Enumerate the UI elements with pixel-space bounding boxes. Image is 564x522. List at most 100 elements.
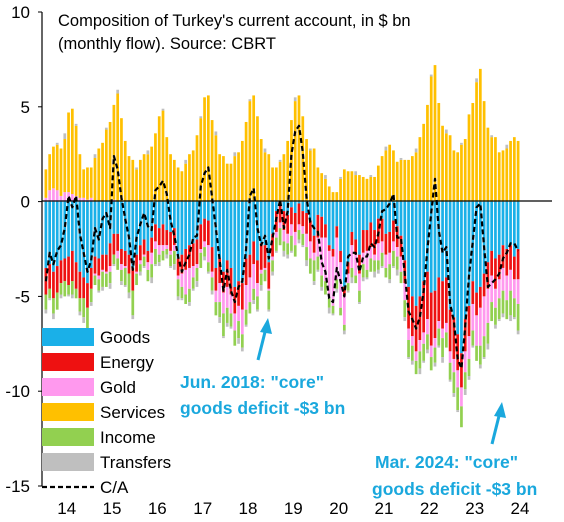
bar-segment-income <box>395 256 399 270</box>
bar-segment-income <box>74 288 78 299</box>
bar-segment-energy <box>123 250 127 267</box>
bar-segment-energy <box>392 220 395 242</box>
bar-segment-goods <box>460 201 463 354</box>
bar-segment-income <box>259 273 263 286</box>
legend-swatch-gold <box>42 378 94 396</box>
bar-segment-goods <box>373 201 376 231</box>
bar-segment-income <box>180 286 184 299</box>
bar-segment-transfers <box>48 298 52 301</box>
bar-segment-transfers <box>460 142 463 145</box>
bar-segment-gold <box>384 254 388 268</box>
bar-segment-transfers <box>448 379 452 382</box>
bar-segment-transfers <box>437 345 441 348</box>
bar-segment-income <box>233 330 237 346</box>
bar-segment-services <box>165 137 169 202</box>
legend-label: Income <box>100 428 156 447</box>
bar-segment-gold <box>463 351 467 373</box>
bar-segment-income <box>509 290 512 316</box>
bar-segment-energy <box>229 267 233 295</box>
bar-segment-transfers <box>154 264 157 267</box>
bar-segment-transfers <box>414 148 418 153</box>
bar-segment-gold <box>339 262 342 308</box>
bar-segment-gold <box>327 250 331 299</box>
bar-segment-gold <box>225 286 229 308</box>
bar-segment-income <box>225 307 229 323</box>
bar-segment-gold <box>331 256 335 306</box>
bar-segment-goods <box>305 201 308 213</box>
bar-segment-services <box>392 150 395 202</box>
bar-segment-income <box>252 288 256 301</box>
bar-segment-goods <box>157 201 161 229</box>
bar-segment-goods <box>376 201 380 219</box>
bar-segment-energy <box>52 271 55 299</box>
bar-segment-income <box>248 302 252 314</box>
bar-segment-energy <box>165 230 169 246</box>
bar-segment-goods <box>308 201 312 221</box>
bar-segment-gold <box>278 222 282 229</box>
bar-segment-gold <box>429 345 433 358</box>
bar-segment-transfers <box>395 269 399 276</box>
bar-segment-gold <box>120 264 123 270</box>
bar-segment-transfers <box>290 250 293 253</box>
bar-segment-goods <box>267 201 271 263</box>
bar-segment-energy <box>346 262 350 274</box>
bar-segment-income <box>131 290 135 316</box>
bar-segment-goods <box>218 201 222 259</box>
bar-segment-gold <box>312 252 316 261</box>
bar-segment-gold <box>199 249 203 253</box>
bar-segment-income <box>120 269 123 282</box>
bar-segment-gold <box>354 254 358 276</box>
x-tick-label: 21 <box>375 499 394 518</box>
bar-segment-gold <box>426 319 429 335</box>
bar-segment-energy <box>384 233 388 255</box>
y-tick-label: -5 <box>15 287 30 306</box>
bar-segment-gold <box>256 283 259 297</box>
bar-segment-services <box>456 152 460 202</box>
bar-segment-transfers <box>89 302 93 306</box>
bar-segment-gold <box>358 273 361 291</box>
bar-segment-services <box>55 144 59 191</box>
bar-segment-transfers <box>324 175 327 179</box>
bar-segment-gold <box>70 194 74 202</box>
bar-segment-services <box>399 159 403 202</box>
bar-segment-energy <box>150 237 154 253</box>
bar-segment-energy <box>256 260 259 284</box>
bar-segment-services <box>44 169 48 198</box>
bar-segment-gold <box>301 226 305 234</box>
bar-segment-transfers <box>229 326 233 329</box>
bar-segment-goods <box>403 201 407 261</box>
bar-segment-goods <box>135 201 138 255</box>
bar-segment-gold <box>101 269 104 272</box>
y-tick-label: 10 <box>11 3 30 22</box>
annotation-2018-line-2: goods deficit -$3 bn <box>180 398 345 418</box>
bar-segment-income <box>316 256 320 270</box>
bar-segment-services <box>172 159 176 202</box>
bar-segment-income <box>267 290 271 310</box>
bar-segment-gold <box>422 332 426 344</box>
bar-segment-services <box>199 118 203 202</box>
bar-segment-gold <box>172 245 176 251</box>
bar-segment-energy <box>429 292 433 346</box>
bar-segment-income <box>350 267 354 278</box>
bar-segment-transfers <box>365 277 369 280</box>
bar-segment-energy <box>505 249 509 276</box>
bar-segment-income <box>388 264 392 280</box>
bar-segment-services <box>388 144 392 202</box>
bar-segment-income <box>460 406 463 428</box>
bar-segment-services <box>433 65 437 202</box>
bar-segment-services <box>248 101 252 202</box>
bar-segment-services <box>373 176 376 202</box>
bar-segment-energy <box>320 216 324 238</box>
bar-segment-transfers <box>346 290 350 293</box>
bar-segment-services <box>59 148 63 196</box>
bar-segment-gold <box>229 294 233 314</box>
bar-segment-services <box>52 146 55 189</box>
bar-segment-gold <box>169 250 172 255</box>
bar-segment-goods <box>89 201 93 268</box>
bar-segment-goods <box>331 201 335 249</box>
bar-segment-services <box>290 120 293 202</box>
bar-segment-transfers <box>63 133 67 140</box>
bar-segment-gold <box>93 273 97 276</box>
bar-segment-gold <box>142 254 146 257</box>
bar-segment-goods <box>142 201 146 240</box>
